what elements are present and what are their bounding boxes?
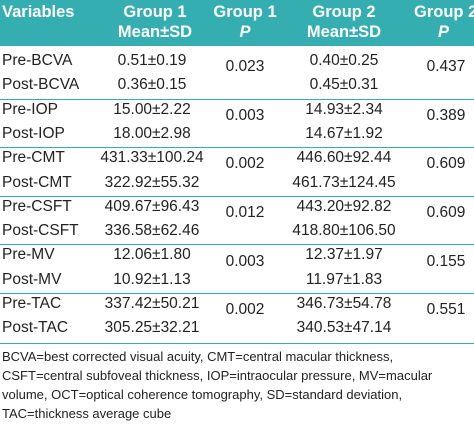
group2-mean-cell: 12.37±1.97 xyxy=(305,246,383,264)
col-header-variables: Variables xyxy=(2,3,75,21)
group2-mean-cell: 14.93±2.34 xyxy=(305,100,383,118)
group2-mean-cell: 346.73±54.78 xyxy=(296,295,392,312)
group2-mean-cell: 461.73±124.45 xyxy=(292,173,396,191)
row-label: Pre-CSFT xyxy=(2,197,72,215)
row-label: Post-TAC xyxy=(2,319,69,337)
row-label: Post-IOP xyxy=(2,124,65,142)
group1-p-cell: 0.012 xyxy=(225,203,265,221)
group1-mean-cell: 431.33±100.24 xyxy=(100,149,204,167)
row-label: Pre-TAC xyxy=(2,295,62,312)
group1-p-cell: 0.002 xyxy=(225,155,265,173)
row-divider xyxy=(0,195,474,197)
group2-p-cell: 0.609 xyxy=(426,155,466,173)
group1-mean-cell: 0.51±0.19 xyxy=(117,52,187,69)
table-header xyxy=(0,0,474,46)
group1-p-cell: 0.003 xyxy=(225,106,265,124)
group2-mean-cell: 340.53±47.14 xyxy=(296,319,392,337)
group1-mean-cell: 0.36±0.15 xyxy=(117,76,187,94)
row-label: Post-CSFT xyxy=(2,222,79,240)
group2-p-cell: 0.551 xyxy=(426,301,466,319)
group1-p-cell: 0.002 xyxy=(225,301,265,319)
group1-mean-cell: 337.42±50.21 xyxy=(104,295,200,312)
row-label: Pre-IOP xyxy=(2,100,58,118)
group1-p-cell: 0.023 xyxy=(225,58,265,76)
group2-p-cell: 0.389 xyxy=(426,106,466,124)
col-header-group1-p: Group 1 P xyxy=(213,3,277,41)
row-divider xyxy=(0,98,474,100)
col-header-group1-mean: Group 1 Mean±SD xyxy=(117,3,193,41)
group2-mean-cell: 418.80±106.50 xyxy=(292,222,396,240)
col-header-group2-p: Group 2 P xyxy=(414,3,474,41)
row-label: Post-BCVA xyxy=(2,76,80,94)
row-divider xyxy=(0,147,474,149)
group2-mean-cell: 446.60±92.44 xyxy=(296,149,392,167)
table-footnote: BCVA=best corrected visual acuity, CMT=c… xyxy=(2,349,433,421)
group1-mean-cell: 12.06±1.80 xyxy=(113,246,191,264)
group2-mean-cell: 0.40±0.25 xyxy=(309,52,379,69)
group1-mean-cell: 322.92±55.32 xyxy=(104,173,200,191)
group2-mean-cell: 0.45±0.31 xyxy=(309,76,379,94)
group1-mean-cell: 15.00±2.22 xyxy=(113,100,191,118)
row-label: Post-MV xyxy=(2,270,62,288)
group2-mean-cell: 14.67±1.92 xyxy=(305,124,383,142)
col-header-group2-mean: Group 2 Mean±SD xyxy=(306,3,382,41)
group2-mean-cell: 443.20±92.82 xyxy=(296,197,392,215)
group1-p-cell: 0.003 xyxy=(225,252,265,270)
group2-p-cell: 0.437 xyxy=(426,58,466,76)
table-bottom-rule xyxy=(0,342,474,344)
row-label: Pre-MV xyxy=(2,246,55,264)
group2-p-cell: 0.609 xyxy=(426,203,466,221)
group1-mean-cell: 305.25±32.21 xyxy=(104,319,200,337)
group1-mean-cell: 10.92±1.13 xyxy=(113,270,191,288)
row-divider xyxy=(0,293,474,294)
group1-mean-cell: 18.00±2.98 xyxy=(113,124,191,142)
group1-mean-cell: 336.58±62.46 xyxy=(104,222,200,240)
group2-p-cell: 0.155 xyxy=(426,252,466,270)
row-label: Pre-CMT xyxy=(2,149,65,167)
group1-mean-cell: 409.67±96.43 xyxy=(104,197,200,215)
row-label: Post-CMT xyxy=(2,173,72,191)
row-divider xyxy=(0,244,474,246)
group2-mean-cell: 11.97±1.83 xyxy=(305,270,383,288)
row-label: Pre-BCVA xyxy=(2,52,73,69)
